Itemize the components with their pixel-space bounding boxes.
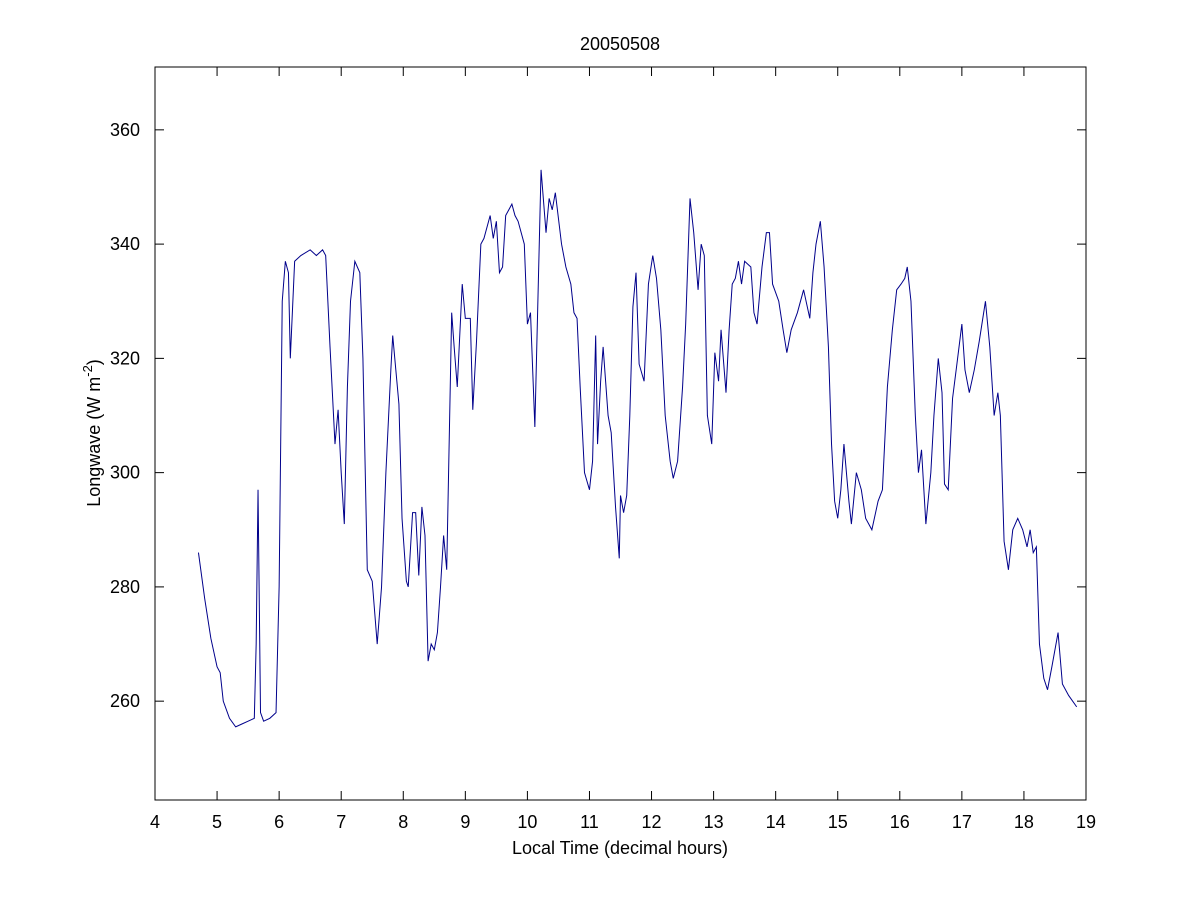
y-tick-label: 320 — [110, 348, 140, 368]
y-tick-label: 280 — [110, 577, 140, 597]
data-line — [197, 169, 1078, 728]
x-tick-label: 16 — [890, 812, 910, 832]
y-label-end: ) — [84, 359, 104, 365]
x-tick-label: 14 — [766, 812, 786, 832]
y-label-sup: -2 — [80, 365, 95, 377]
y-axis-label: Longwave (W m-2) — [80, 359, 104, 507]
x-tick-label: 7 — [336, 812, 346, 832]
x-tick-label: 12 — [642, 812, 662, 832]
x-tick-label: 13 — [704, 812, 724, 832]
y-label-text: Longwave (W m — [84, 377, 104, 507]
x-tick-label: 15 — [828, 812, 848, 832]
plot-box — [154, 66, 1087, 801]
x-tick-label: 10 — [517, 812, 537, 832]
x-tick-label: 17 — [952, 812, 972, 832]
x-tick-label: 11 — [580, 812, 599, 832]
chart-title: 20050508 — [580, 34, 660, 54]
y-tick-label: 360 — [110, 120, 140, 140]
x-tick-label: 4 — [150, 812, 160, 832]
y-tick-label: 300 — [110, 463, 140, 483]
x-axis-label: Local Time (decimal hours) — [512, 838, 728, 858]
x-tick-label: 8 — [398, 812, 408, 832]
x-tick-label: 18 — [1014, 812, 1034, 832]
x-tick-label: 5 — [212, 812, 222, 832]
x-tick-label: 9 — [460, 812, 470, 832]
x-tick-label: 19 — [1076, 812, 1096, 832]
x-tick-label: 6 — [274, 812, 284, 832]
y-tick-label: 260 — [110, 691, 140, 711]
y-tick-label: 340 — [110, 234, 140, 254]
